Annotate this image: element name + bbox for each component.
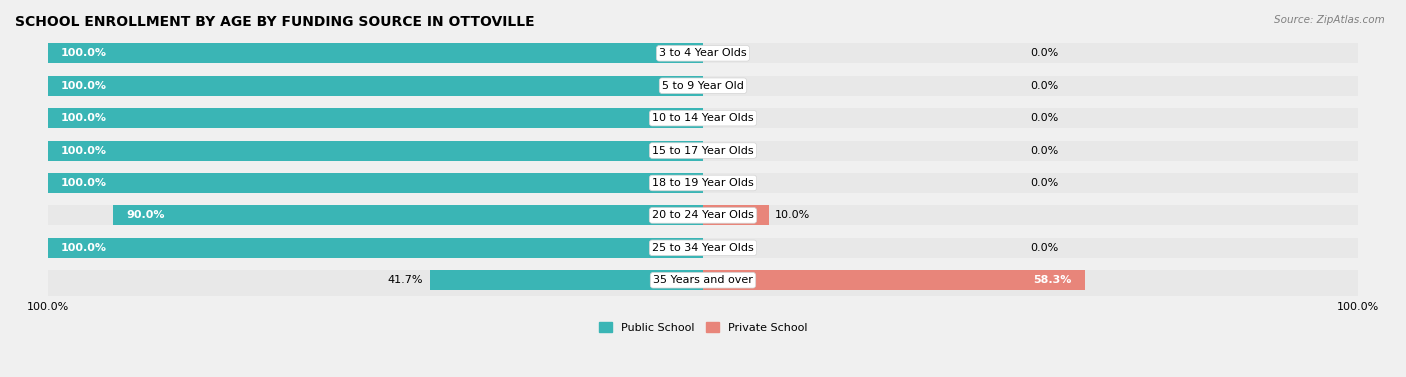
Text: 10 to 14 Year Olds: 10 to 14 Year Olds [652,113,754,123]
Text: 41.7%: 41.7% [388,275,423,285]
Bar [48,63,1358,76]
Text: 0.0%: 0.0% [1031,146,1059,156]
Bar [48,108,703,128]
Bar [48,167,1358,199]
Text: 10.0%: 10.0% [775,210,810,221]
Text: 0.0%: 0.0% [1031,243,1059,253]
Bar [48,102,1358,134]
Text: 3 to 4 Year Olds: 3 to 4 Year Olds [659,48,747,58]
Bar [703,205,769,225]
Bar [48,199,1358,231]
Bar [48,225,1358,238]
Bar [48,31,1358,43]
Bar [48,238,703,258]
Bar [430,270,703,290]
Text: 20 to 24 Year Olds: 20 to 24 Year Olds [652,210,754,221]
Bar [48,96,1358,108]
Bar [48,161,1358,173]
Text: Source: ZipAtlas.com: Source: ZipAtlas.com [1274,15,1385,25]
Text: SCHOOL ENROLLMENT BY AGE BY FUNDING SOURCE IN OTTOVILLE: SCHOOL ENROLLMENT BY AGE BY FUNDING SOUR… [15,15,534,29]
Text: 0.0%: 0.0% [1031,113,1059,123]
Bar [48,141,703,161]
Bar [48,76,703,96]
Text: 0.0%: 0.0% [1031,81,1059,91]
Legend: Public School, Private School: Public School, Private School [595,318,811,337]
Bar [48,69,1358,102]
Text: 100.0%: 100.0% [60,81,107,91]
Text: 90.0%: 90.0% [127,210,165,221]
Text: 18 to 19 Year Olds: 18 to 19 Year Olds [652,178,754,188]
Bar [48,258,1358,270]
Bar [703,270,1085,290]
Text: 100.0%: 100.0% [60,113,107,123]
Text: 100.0%: 100.0% [60,178,107,188]
Bar [48,173,703,193]
Text: 15 to 17 Year Olds: 15 to 17 Year Olds [652,146,754,156]
Bar [114,205,703,225]
Bar [48,128,1358,141]
Bar [48,43,703,63]
Text: 100.0%: 100.0% [60,146,107,156]
Text: 58.3%: 58.3% [1033,275,1071,285]
Text: 25 to 34 Year Olds: 25 to 34 Year Olds [652,243,754,253]
Bar [48,134,1358,167]
Bar [48,264,1358,296]
Bar [48,231,1358,264]
Text: 100.0%: 100.0% [60,48,107,58]
Text: 0.0%: 0.0% [1031,48,1059,58]
Text: 0.0%: 0.0% [1031,178,1059,188]
Text: 35 Years and over: 35 Years and over [652,275,754,285]
Bar [48,37,1358,69]
Bar [48,193,1358,205]
Text: 100.0%: 100.0% [60,243,107,253]
Text: 5 to 9 Year Old: 5 to 9 Year Old [662,81,744,91]
